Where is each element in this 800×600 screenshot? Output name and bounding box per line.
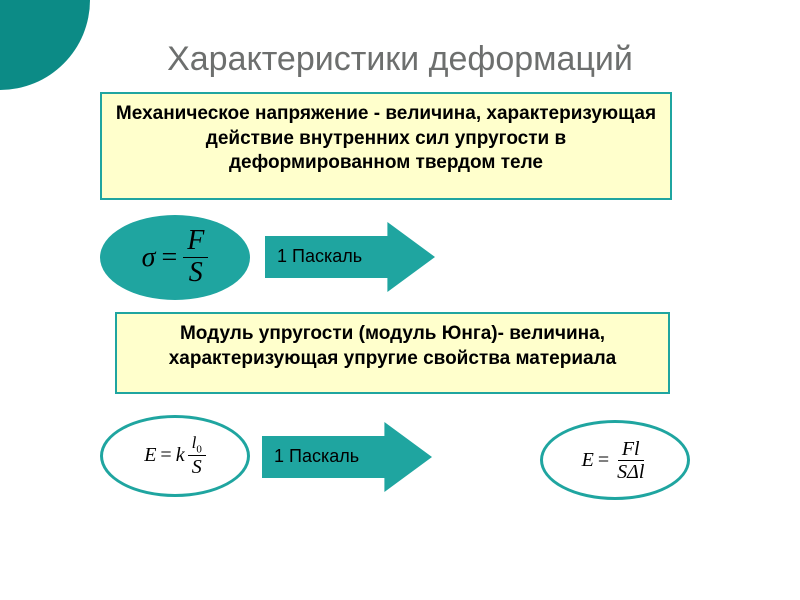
sigma-den: S xyxy=(185,258,207,289)
e1-lhs: E xyxy=(144,444,156,467)
unit-label-2: 1 Паскаль xyxy=(274,446,359,467)
formula-ellipse-sigma: σ = F S xyxy=(100,215,250,300)
formula-e2: E = Fl SΔl xyxy=(582,438,649,483)
e2-lhs: E xyxy=(582,449,594,472)
sigma-lhs: σ xyxy=(142,242,156,274)
arrow-unit-1: 1 Паскаль xyxy=(265,222,435,292)
e2-den: SΔl xyxy=(613,461,648,483)
e1-num-wrap: l0 xyxy=(188,434,206,456)
formula-e1: E = k l0 S xyxy=(144,434,206,478)
definition-box-young: Модуль упругости (модуль Юнга)- величина… xyxy=(115,312,670,394)
sigma-num: F xyxy=(183,226,208,258)
formula-ellipse-e2: E = Fl SΔl xyxy=(540,420,690,500)
slide-title: Характеристики деформаций xyxy=(0,40,800,79)
e2-num: Fl xyxy=(618,438,644,461)
formula-sigma: σ = F S xyxy=(142,226,209,289)
definition-box-stress: Механическое напряжение - величина, хара… xyxy=(100,92,672,200)
formula-ellipse-e1: E = k l0 S xyxy=(100,415,250,497)
e1-k: k xyxy=(176,444,185,467)
e1-sub: 0 xyxy=(196,443,202,455)
unit-label-1: 1 Паскаль xyxy=(277,246,362,267)
arrow-unit-2: 1 Паскаль xyxy=(262,422,432,492)
e1-den: S xyxy=(188,456,206,478)
